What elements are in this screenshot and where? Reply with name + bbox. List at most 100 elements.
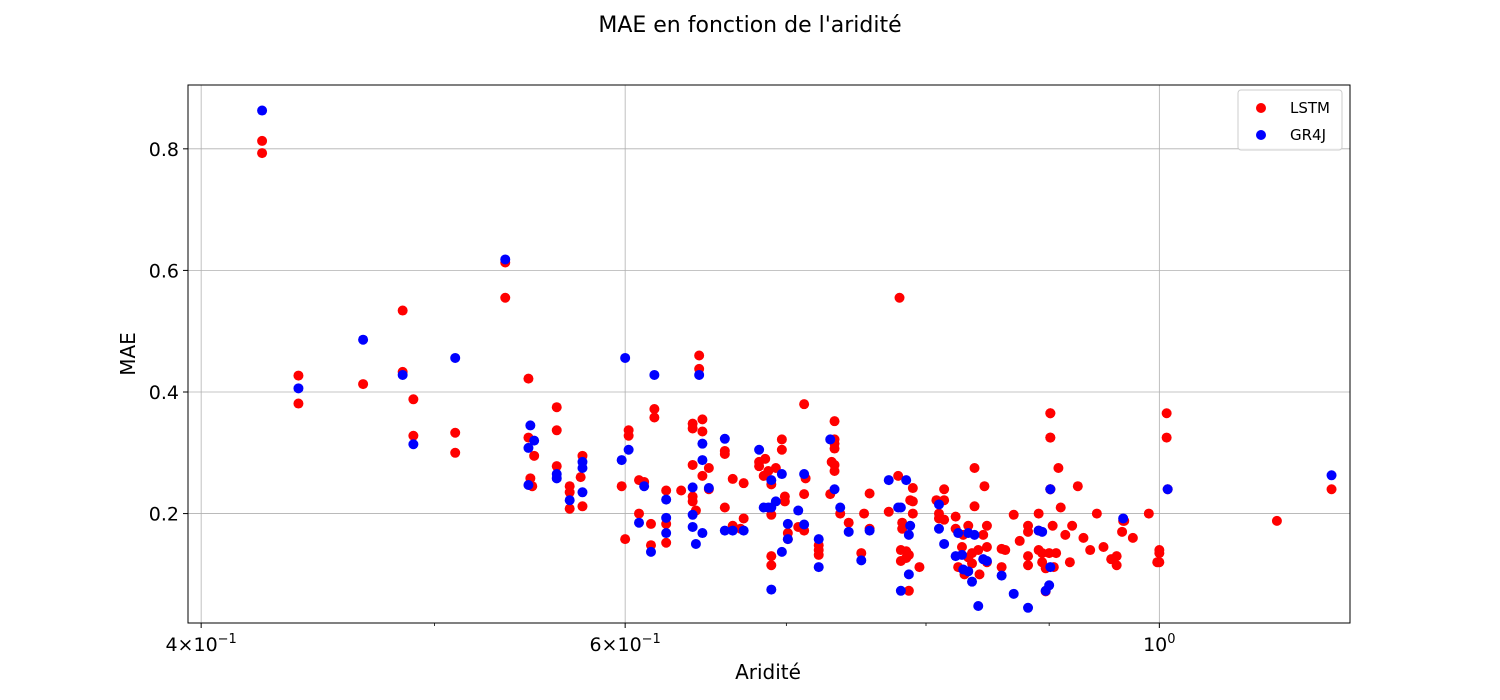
point-lstm [1098, 542, 1109, 553]
point-lstm [1045, 408, 1056, 419]
point-gr4j [697, 528, 708, 539]
point-lstm [1044, 548, 1055, 559]
point-gr4j [813, 562, 824, 573]
point-gr4j [687, 521, 698, 532]
point-lstm [500, 292, 511, 303]
point-lstm [577, 501, 588, 512]
point-lstm [1271, 515, 1282, 526]
point-lstm [1055, 502, 1066, 513]
point-lstm [883, 506, 894, 517]
point-gr4j [645, 546, 656, 557]
point-lstm [687, 459, 698, 470]
legend: LSTM GR4J [1237, 89, 1343, 151]
point-gr4j [649, 369, 660, 380]
point-gr4j [766, 584, 777, 595]
point-lstm [766, 551, 777, 562]
point-lstm [1106, 554, 1117, 565]
point-lstm [738, 478, 749, 489]
point-lstm [956, 542, 967, 553]
point-lstm [1064, 557, 1075, 568]
point-gr4j [776, 546, 787, 557]
point-lstm [894, 292, 905, 303]
point-gr4j [901, 475, 912, 486]
point-lstm [813, 549, 824, 560]
point-gr4j [1008, 588, 1019, 599]
point-gr4j [1045, 484, 1056, 495]
point-lstm [897, 517, 908, 528]
point-lstm [1023, 560, 1034, 571]
point-gr4j [620, 352, 631, 363]
point-gr4j [905, 520, 916, 531]
point-lstm [703, 462, 714, 473]
point-gr4j [782, 534, 793, 545]
point-lstm [676, 485, 687, 496]
point-lstm [523, 373, 534, 384]
point-lstm [408, 394, 419, 405]
point-gr4j [776, 469, 787, 480]
point-lstm [799, 489, 810, 500]
point-lstm [529, 450, 540, 461]
point-gr4j [408, 439, 419, 450]
point-gr4j [1326, 470, 1337, 481]
point-lstm [687, 423, 698, 434]
point-gr4j [1118, 513, 1129, 524]
point-gr4j [450, 352, 461, 363]
point-lstm [974, 569, 985, 580]
point-lstm [907, 483, 918, 494]
data-points [257, 105, 1337, 613]
point-lstm [1051, 548, 1062, 559]
legend-label-gr4j: GR4J [1290, 126, 1326, 144]
point-gr4j [1162, 484, 1173, 495]
point-gr4j [703, 483, 714, 494]
point-gr4j [634, 517, 645, 528]
point-lstm [996, 562, 1007, 573]
y-tick-label: 0.8 [149, 139, 179, 161]
point-lstm [981, 520, 992, 531]
point-lstm [1078, 532, 1089, 543]
point-lstm [903, 549, 914, 560]
point-gr4j [529, 435, 540, 446]
point-gr4j [694, 369, 705, 380]
point-lstm [1072, 481, 1083, 492]
legend-marker-gr4j [1256, 130, 1266, 140]
point-lstm [914, 562, 925, 573]
point-gr4j [577, 462, 588, 473]
point-lstm [829, 443, 840, 454]
point-lstm [859, 508, 870, 519]
point-lstm [1008, 509, 1019, 520]
chart-title: MAE en fonction de l'aridité [598, 13, 901, 38]
point-gr4j [1044, 580, 1055, 591]
point-lstm [564, 487, 575, 498]
legend-marker-lstm [1256, 103, 1266, 113]
point-lstm [939, 514, 950, 525]
point-gr4j [973, 600, 984, 611]
point-gr4j [782, 518, 793, 529]
y-tick-label: 0.4 [149, 382, 179, 404]
y-tick-label: 0.2 [149, 504, 179, 526]
point-gr4j [963, 566, 974, 577]
point-lstm [257, 135, 268, 146]
point-lstm [969, 462, 980, 473]
point-lstm [1045, 432, 1056, 443]
point-lstm [1154, 557, 1165, 568]
point-lstm [856, 548, 867, 559]
point-lstm [1060, 529, 1071, 540]
point-lstm [358, 379, 369, 390]
point-gr4j [967, 576, 978, 587]
point-gr4j [697, 455, 708, 466]
point-lstm [981, 542, 992, 553]
y-tick-label: 0.6 [149, 260, 179, 282]
point-lstm [967, 558, 978, 569]
point-lstm [754, 461, 765, 472]
point-lstm [893, 470, 904, 481]
point-lstm [727, 473, 738, 484]
point-gr4j [903, 529, 914, 540]
point-gr4j [719, 433, 730, 444]
point-gr4j [719, 525, 730, 536]
point-gr4j [1045, 562, 1056, 573]
point-gr4j [856, 555, 867, 566]
point-gr4j [969, 529, 980, 540]
point-gr4j [799, 519, 810, 530]
point-lstm [649, 412, 660, 423]
point-gr4j [257, 105, 268, 116]
